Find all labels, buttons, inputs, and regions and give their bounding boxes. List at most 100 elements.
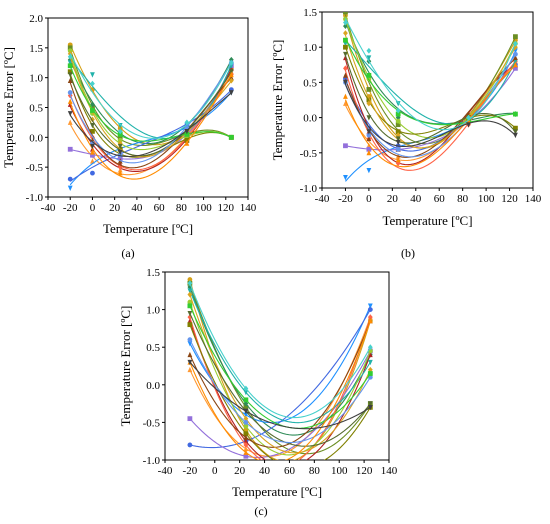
series-19 <box>343 18 518 131</box>
series-line <box>189 320 371 448</box>
data-point <box>67 111 73 117</box>
data-point <box>90 72 95 78</box>
data-point <box>343 175 348 181</box>
data-point <box>90 128 95 134</box>
data-point <box>67 119 73 125</box>
data-point <box>366 146 372 152</box>
data-point <box>243 427 249 433</box>
series-12 <box>187 322 373 460</box>
data-point <box>117 143 123 150</box>
data-point <box>67 98 73 104</box>
data-point <box>67 63 73 69</box>
data-point <box>117 164 123 171</box>
y-tick-label: 1.0 <box>303 42 317 54</box>
series-line <box>189 320 371 460</box>
data-point <box>90 105 95 110</box>
data-point <box>243 404 249 410</box>
data-point <box>228 90 234 96</box>
data-point <box>117 131 123 137</box>
data-point <box>366 168 372 174</box>
panel-label: (b) <box>401 246 415 260</box>
y-tick-label: 0.5 <box>303 77 317 89</box>
data-point <box>187 359 193 366</box>
series-19 <box>187 280 373 419</box>
data-point <box>187 310 193 317</box>
x-tick-label: 120 <box>356 465 373 477</box>
data-point <box>67 69 73 75</box>
series-line <box>344 21 516 125</box>
x-tick-label: 40 <box>410 193 422 205</box>
data-point <box>90 143 95 150</box>
data-point <box>366 97 372 103</box>
series-line <box>344 84 516 148</box>
series-line <box>69 56 232 158</box>
data-point <box>343 65 348 72</box>
data-point <box>243 412 249 418</box>
x-tick-label: 80 <box>176 202 188 214</box>
data-point <box>184 128 190 135</box>
data-point <box>367 351 373 358</box>
series-line <box>69 92 232 158</box>
data-point <box>513 61 518 68</box>
series-line <box>189 286 371 436</box>
data-point <box>343 41 348 47</box>
panel-label: (c) <box>254 504 267 518</box>
x-tick-label: 60 <box>154 202 166 214</box>
data-point <box>184 119 190 126</box>
data-point <box>187 322 193 328</box>
series-line <box>344 18 516 131</box>
data-point <box>466 122 471 128</box>
data-point <box>366 72 372 78</box>
x-tick-label: 140 <box>525 193 542 205</box>
data-point <box>187 416 193 422</box>
series-19 <box>67 53 234 139</box>
y-tick-label: 1.0 <box>29 73 43 85</box>
data-point <box>187 288 193 294</box>
data-point <box>243 431 249 437</box>
data-point <box>243 408 249 415</box>
data-point <box>67 146 73 152</box>
x-tick-label: -40 <box>158 465 173 477</box>
y-tick-label: 2.0 <box>29 13 43 25</box>
plot-area <box>187 277 373 460</box>
x-tick-label: -20 <box>63 202 78 214</box>
data-point <box>395 101 401 107</box>
y-tick-label: 0.0 <box>29 132 43 144</box>
x-tick-label: 20 <box>109 202 121 214</box>
x-tick-label: 20 <box>234 465 246 477</box>
y-tick-label: 1.5 <box>303 7 317 19</box>
data-point <box>367 303 373 309</box>
series-line <box>189 279 371 460</box>
data-point <box>366 132 372 138</box>
data-point <box>187 337 193 343</box>
data-point <box>90 108 95 113</box>
series-line <box>344 54 516 158</box>
data-point <box>67 48 73 54</box>
data-point <box>366 100 372 107</box>
data-point <box>243 389 249 396</box>
data-point <box>90 80 95 87</box>
x-tick-label: 140 <box>240 202 257 214</box>
chart-panel-c: -40 -20 0 20 40 60 80 100 120 140 -1.0 -0.5 0.0 0.5 1.… <box>118 267 398 518</box>
data-point <box>243 449 249 455</box>
plot-area <box>67 42 234 191</box>
series-line <box>189 313 371 447</box>
data-point <box>343 44 348 50</box>
data-point <box>67 77 73 84</box>
series-line <box>344 58 516 158</box>
data-point <box>184 131 190 137</box>
data-point <box>187 366 193 373</box>
x-tick-label: 0 <box>90 202 96 214</box>
data-point <box>513 132 518 139</box>
data-point <box>187 299 193 305</box>
y-tick-label: 0.5 <box>146 342 160 354</box>
data-point <box>187 291 193 298</box>
plot-frame <box>321 11 534 189</box>
x-tick-label: -20 <box>338 193 353 205</box>
data-point <box>67 72 73 78</box>
data-point <box>117 137 123 143</box>
panel-label: (a) <box>121 246 134 260</box>
series-20 <box>67 90 234 158</box>
data-point <box>187 351 193 358</box>
data-point <box>117 134 123 140</box>
